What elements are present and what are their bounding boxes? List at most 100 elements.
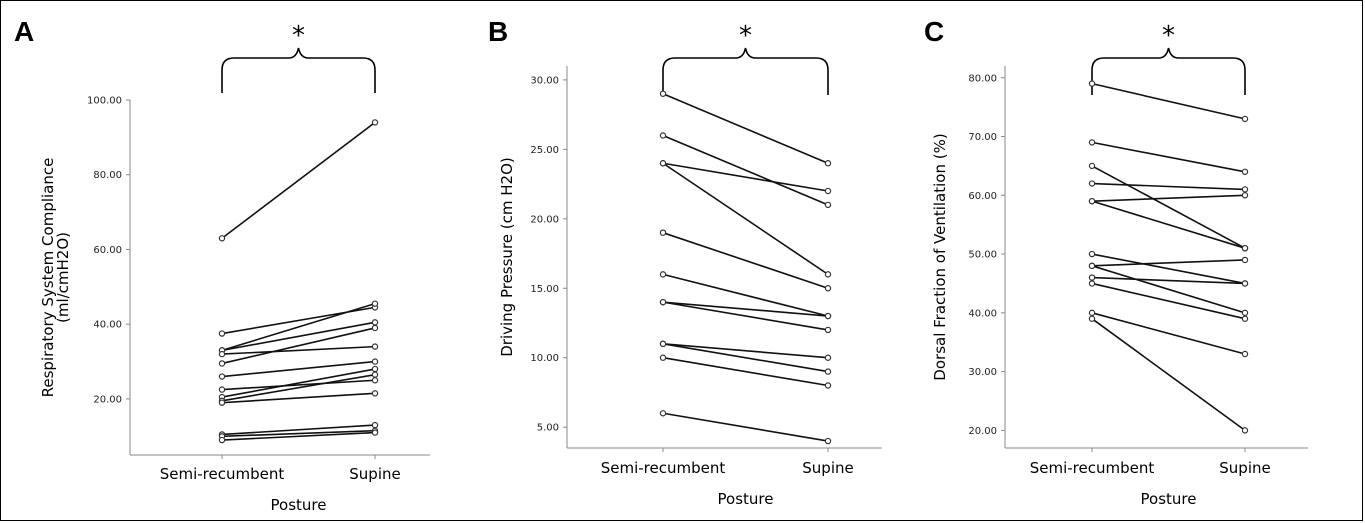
significance-star: * <box>292 21 305 51</box>
data-point-supine <box>1241 168 1249 175</box>
data-point-supine <box>824 368 832 375</box>
paired-line <box>221 424 376 436</box>
y-axis-title: Dorsal Fraction of Ventilation (%) <box>931 133 949 380</box>
data-point-supine <box>371 429 379 436</box>
data-point-semi-recumbent <box>218 330 226 337</box>
paired-line <box>221 321 376 352</box>
paired-line <box>1091 200 1246 249</box>
data-point-semi-recumbent <box>1088 162 1096 170</box>
data-point-semi-recumbent <box>218 360 226 367</box>
data-point-supine <box>371 324 379 332</box>
data-point-supine <box>371 377 379 384</box>
data-point-supine <box>824 312 832 320</box>
data-point-supine <box>1241 256 1249 264</box>
paired-line <box>662 162 829 192</box>
panel-letter-a: A <box>14 16 35 47</box>
y-tick-label: 60.00 <box>93 245 122 256</box>
paired-line <box>1091 276 1246 285</box>
data-point-semi-recumbent <box>659 90 667 97</box>
x-category-label: Supine <box>802 459 853 477</box>
significance-star: * <box>1162 21 1175 51</box>
paired-line <box>1091 82 1246 120</box>
data-point-supine <box>1241 309 1249 317</box>
paired-line <box>662 93 829 164</box>
panel-letter-c: C <box>924 16 945 47</box>
data-point-semi-recumbent <box>1088 274 1096 281</box>
y-tick-label: 50.00 <box>968 250 997 261</box>
chart-panel-c: 20.00 30.00 40.00 50.00 60.00 70.00 80.00 Semi-… <box>931 21 1308 508</box>
data-point-semi-recumbent <box>659 160 667 167</box>
paired-line <box>662 301 829 331</box>
x-axis-title: Posture <box>1141 490 1197 508</box>
significance-bracket <box>662 47 829 95</box>
y-tick-label: 20.00 <box>968 426 997 437</box>
y-axis-title: Respiratory System Compliance <box>39 158 57 398</box>
data-point-semi-recumbent <box>659 340 667 348</box>
data-point-semi-recumbent <box>1088 180 1096 187</box>
paired-line <box>221 431 376 441</box>
paired-line <box>662 162 829 276</box>
paired-line <box>221 327 376 365</box>
data-point-supine <box>824 271 832 278</box>
data-point-supine <box>1241 350 1249 358</box>
y-axis-title: Driving Pressure (cm H2O) <box>498 157 516 357</box>
y-tick-label: 30.00 <box>968 367 997 378</box>
x-axis-title: Posture <box>718 490 774 508</box>
data-point-semi-recumbent <box>218 399 226 406</box>
paired-line <box>221 345 376 355</box>
data-point-supine <box>824 382 832 389</box>
data-point-semi-recumbent <box>1088 309 1096 317</box>
paired-line <box>1091 259 1246 267</box>
data-point-semi-recumbent <box>218 386 226 393</box>
data-point-semi-recumbent <box>659 298 667 306</box>
paired-line <box>1091 312 1246 355</box>
x-axis-title: Posture <box>271 496 327 514</box>
paired-line <box>1091 182 1246 191</box>
data-point-supine <box>1241 244 1249 252</box>
paired-line <box>221 379 376 391</box>
x-category-label: Semi-recumbent <box>160 465 285 483</box>
data-point-supine <box>371 300 379 307</box>
paired-line <box>1091 253 1246 285</box>
y-tick-label: 25.00 <box>530 145 559 156</box>
x-category-label: Supine <box>1219 459 1270 477</box>
y-tick-label: 100.00 <box>87 96 122 107</box>
data-point-supine <box>371 343 379 350</box>
significance-bracket <box>1091 47 1246 95</box>
data-point-supine <box>1241 280 1249 287</box>
significance-bracket <box>221 47 376 93</box>
paired-line <box>221 368 376 398</box>
paired-line <box>662 356 829 387</box>
data-point-supine <box>1241 315 1249 322</box>
data-point-semi-recumbent <box>1088 80 1096 87</box>
data-point-supine <box>824 187 832 195</box>
data-point-semi-recumbent <box>218 436 226 444</box>
data-point-supine <box>824 326 832 334</box>
paired-line <box>662 134 829 206</box>
data-point-supine <box>1241 115 1249 123</box>
y-axis-title: (ml/cmH2O) <box>54 232 72 323</box>
y-tick-label: 20.00 <box>93 394 122 405</box>
paired-line <box>221 373 376 402</box>
data-point-supine <box>1241 427 1249 434</box>
data-point-semi-recumbent <box>1088 139 1096 146</box>
paired-line <box>1091 282 1246 320</box>
data-point-semi-recumbent <box>1088 262 1096 270</box>
data-point-supine <box>824 201 832 209</box>
y-tick-label: 40.00 <box>968 308 997 319</box>
paired-line <box>221 392 376 404</box>
paired-line <box>221 360 376 378</box>
paired-line <box>1091 141 1246 173</box>
y-tick-label: 70.00 <box>968 132 997 143</box>
panel-letter-b: B <box>488 16 509 47</box>
y-tick-label: 15.00 <box>530 284 559 295</box>
data-point-semi-recumbent <box>218 235 226 242</box>
paired-line <box>221 302 376 352</box>
data-point-supine <box>371 319 379 326</box>
data-point-semi-recumbent <box>1088 315 1096 322</box>
data-point-semi-recumbent <box>218 350 226 358</box>
data-point-semi-recumbent <box>659 271 667 278</box>
chart-panel-b: 5.00 10.00 15.00 20.00 25.00 30.00 Semi-recumb… <box>498 21 882 508</box>
